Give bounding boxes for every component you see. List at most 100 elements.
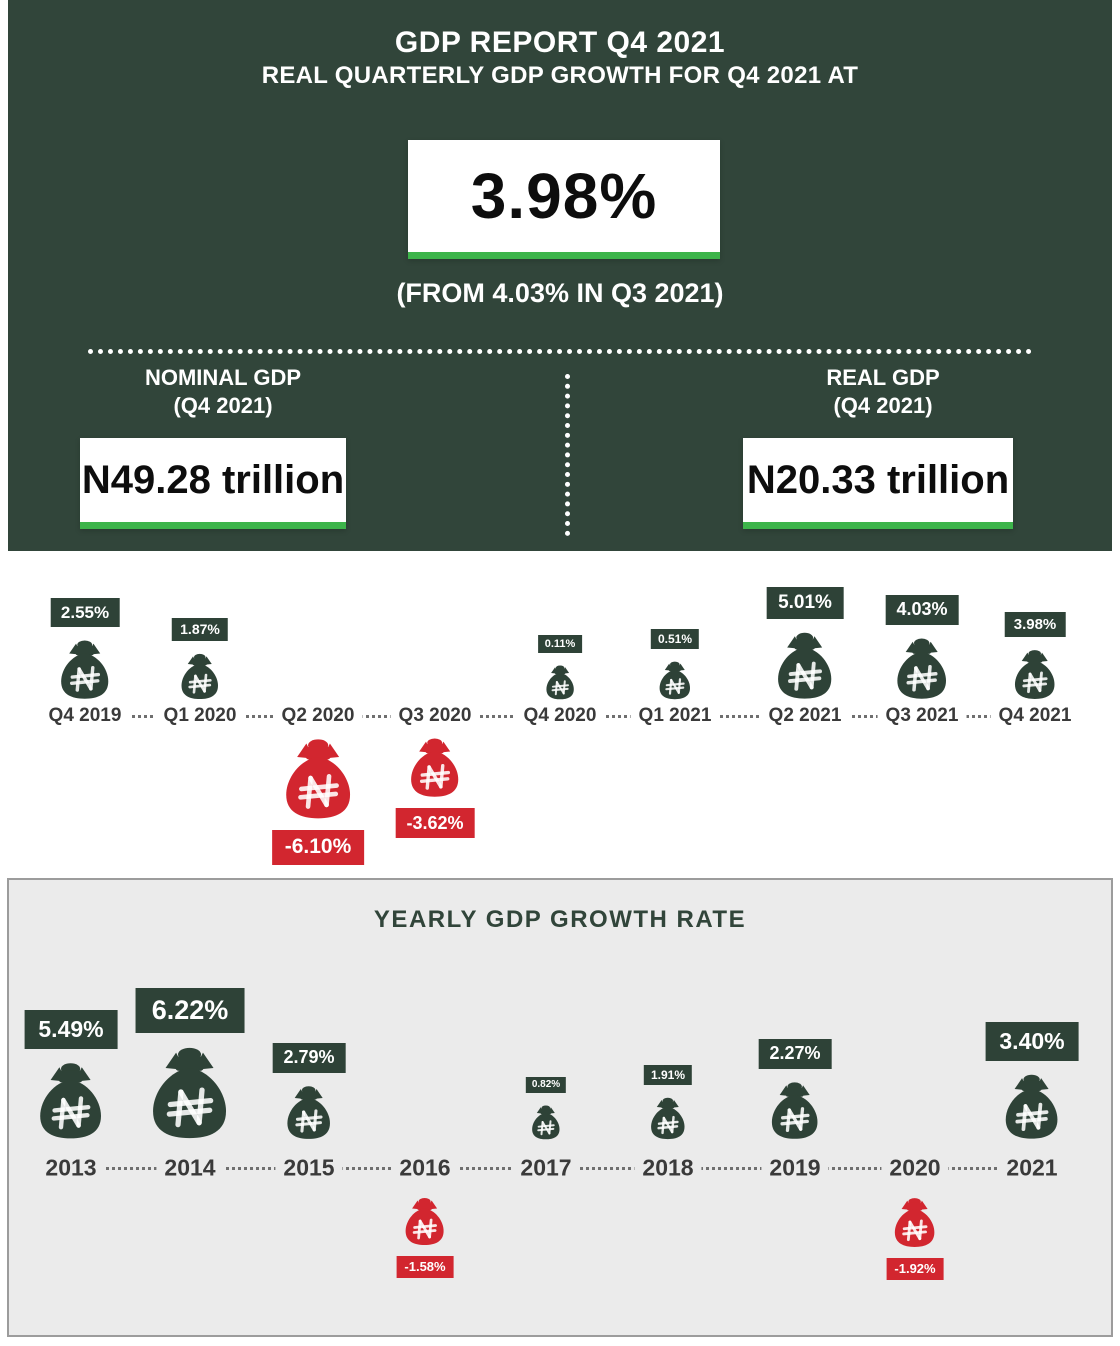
money-bag-icon <box>897 638 947 699</box>
timeline-label-2014: 2014 <box>156 1154 224 1182</box>
growth-highlight-value: 3.98% <box>470 160 658 232</box>
growth-value-badge: 1.91% <box>643 1064 693 1085</box>
growth-value-badge: 5.01% <box>766 587 844 619</box>
timeline-label-2013: 2013 <box>37 1154 105 1182</box>
money-bag-icon <box>772 1082 818 1139</box>
nominal-gdp-value-box: N49.28 trillion <box>80 438 346 529</box>
nominal-gdp-label-line1: NOMINAL GDP <box>144 365 302 390</box>
growth-value-badge: -1.58% <box>396 1256 454 1278</box>
timeline-label-q3-2020: Q3 2020 <box>390 705 480 727</box>
money-bag-icon <box>546 665 574 700</box>
growth-value-badge: 3.98% <box>1004 612 1066 637</box>
money-bag-icon <box>411 738 459 797</box>
money-bag-icon <box>659 661 691 700</box>
timeline-label-2021: 2021 <box>998 1154 1066 1182</box>
growth-value-badge: 6.22% <box>135 987 245 1033</box>
timeline-item-2019: 2.27% <box>758 1038 832 1140</box>
nominal-gdp-label-line2: (Q4 2021) <box>173 392 273 418</box>
nominal-gdp-label: NOMINAL GDP (Q4 2021) <box>63 364 383 419</box>
money-bag-icon <box>778 632 832 699</box>
money-bag <box>542 664 578 700</box>
timeline-label-q4-2021: Q4 2021 <box>990 705 1080 727</box>
money-bag <box>276 736 360 820</box>
money-bag-icon <box>532 1105 560 1140</box>
money-bag <box>142 1044 238 1140</box>
money-bag-icon <box>895 1198 935 1247</box>
timeline-label-q2-2021: Q2 2021 <box>760 705 850 727</box>
money-bag <box>176 652 224 700</box>
timeline-label-q2-2020: Q2 2020 <box>273 705 363 727</box>
timeline-item-q4-2021: 3.98% <box>1004 612 1066 700</box>
money-bag <box>400 1196 450 1246</box>
money-bag <box>998 1072 1066 1140</box>
timeline-label-2016: 2016 <box>391 1154 459 1182</box>
timeline-label-q4-2019: Q4 2019 <box>40 705 130 727</box>
growth-highlight-note: (FROM 4.03% IN Q3 2021) <box>396 278 724 308</box>
timeline-item-q4-2020: 0.11% <box>538 635 582 700</box>
growth-value-badge: 2.79% <box>272 1042 346 1073</box>
timeline-item-2020: -1.92% <box>886 1196 944 1280</box>
real-gdp-label-line2: (Q4 2021) <box>833 392 933 418</box>
timeline-item-2013: 5.49% <box>24 1010 118 1140</box>
money-bag-icon <box>651 1097 685 1140</box>
timeline-item-2017: 0.82% <box>525 1076 567 1140</box>
growth-value-badge: 0.11% <box>538 635 582 653</box>
money-bag <box>528 1104 564 1140</box>
timeline-label-q3-2021: Q3 2021 <box>877 705 967 727</box>
timeline-item-2016: -1.58% <box>396 1196 454 1278</box>
timeline-label-2017: 2017 <box>512 1154 580 1182</box>
money-bag <box>765 1080 825 1140</box>
yearly-growth-panel: YEARLY GDP GROWTH RATE 5.49% 2013 6.22% 2… <box>7 878 1113 1337</box>
quarterly-growth-timeline: 2.55% Q4 2019 1.87% Q1 2020 <box>0 551 1120 878</box>
real-gdp-value-box: N20.33 trillion <box>743 438 1013 529</box>
timeline-item-2021: 3.40% <box>985 1022 1079 1140</box>
report-title: GDP REPORT Q4 2021 <box>394 26 726 59</box>
money-bag-icon <box>181 653 219 700</box>
growth-value-badge: 0.82% <box>525 1076 567 1093</box>
dotted-horizontal-divider <box>88 349 1032 354</box>
growth-value-badge: 0.51% <box>650 628 700 649</box>
money-bag-icon <box>1015 650 1055 699</box>
growth-value-badge: -1.92% <box>886 1258 944 1280</box>
timeline-item-2015: 2.79% <box>272 1042 346 1140</box>
money-bag <box>889 1196 941 1248</box>
growth-value-badge: 3.40% <box>985 1022 1079 1061</box>
header-panel: GDP REPORT Q4 2021 REAL QUARTERLY GDP GR… <box>8 0 1112 551</box>
real-gdp-label: REAL GDP (Q4 2021) <box>723 364 1043 419</box>
money-bag-icon <box>405 1198 444 1245</box>
timeline-item-q3-2021: 4.03% <box>885 594 959 700</box>
money-bag-icon <box>40 1063 102 1139</box>
money-bag <box>1009 648 1061 700</box>
money-bag-icon <box>287 1086 331 1139</box>
timeline-label-2015: 2015 <box>275 1154 343 1182</box>
money-bag <box>646 1096 690 1140</box>
timeline-item-q3-2020: -3.62% <box>395 736 475 839</box>
yearly-section-title: YEARLY GDP GROWTH RATE <box>373 906 747 933</box>
money-bag-icon <box>286 739 350 819</box>
money-bag <box>770 630 840 700</box>
dotted-vertical-divider <box>565 374 570 536</box>
timeline-label-2019: 2019 <box>761 1154 829 1182</box>
timeline-item-q1-2020: 1.87% <box>171 617 229 700</box>
money-bag <box>890 636 954 700</box>
timeline-label-2018: 2018 <box>634 1154 702 1182</box>
timeline-item-q4-2019: 2.55% <box>50 598 120 700</box>
timeline-item-q2-2021: 5.01% <box>766 587 844 700</box>
timeline-label-q4-2020: Q4 2020 <box>515 705 605 727</box>
growth-value-badge: 2.55% <box>50 598 120 627</box>
growth-value-badge: 2.27% <box>758 1038 832 1069</box>
growth-value-badge: -6.10% <box>272 830 364 865</box>
money-bag <box>31 1060 111 1140</box>
timeline-label-q1-2020: Q1 2020 <box>155 705 245 727</box>
money-bag-icon <box>153 1047 227 1139</box>
real-gdp-value: N20.33 trillion <box>746 457 1010 502</box>
money-bag <box>404 736 466 798</box>
real-gdp-label-line1: REAL GDP <box>826 365 940 390</box>
money-bag-icon <box>1006 1074 1058 1139</box>
timeline-label-2020: 2020 <box>881 1154 949 1182</box>
timeline-item-2014: 6.22% <box>135 987 245 1140</box>
money-bag <box>655 660 695 700</box>
money-bag <box>54 638 116 700</box>
growth-highlight-box: 3.98% <box>408 140 720 259</box>
